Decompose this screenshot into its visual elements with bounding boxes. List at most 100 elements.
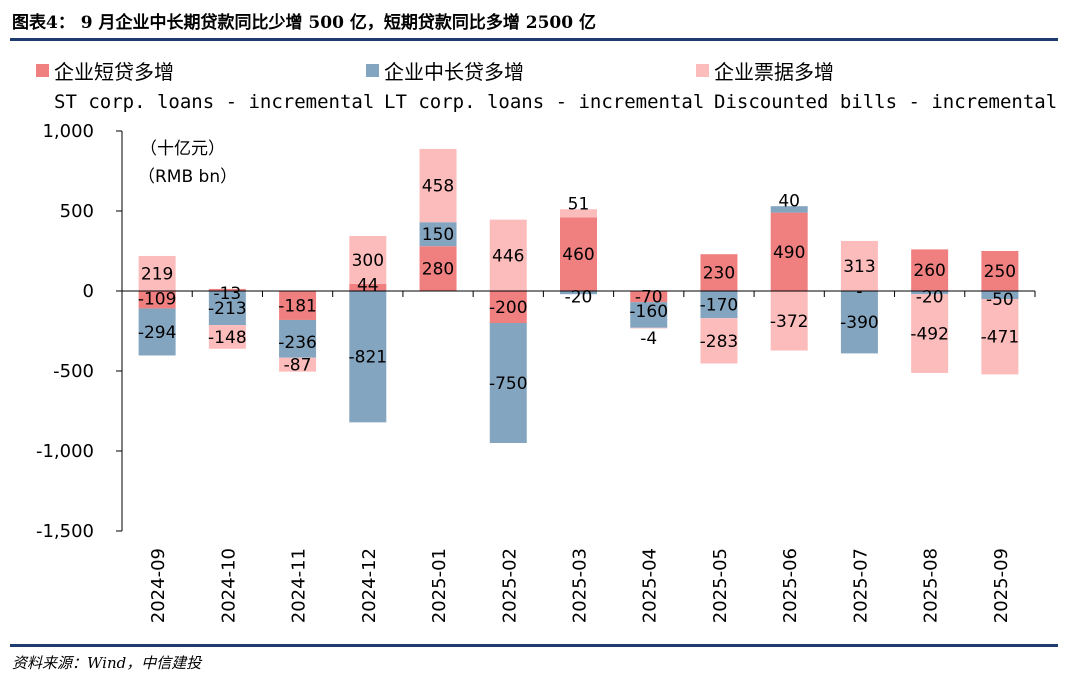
data-label-2025-02-series-0: -200 xyxy=(489,298,528,318)
data-label-2025-03-series-2: 51 xyxy=(568,194,590,214)
figure-title: 图表4： 9 月企业中长期贷款同比少增 500 亿，短期贷款同比多增 2500 … xyxy=(12,13,596,33)
bar-2025-03-series-2 xyxy=(560,209,597,218)
bar-2025-09-series-0 xyxy=(981,251,1019,291)
legend-label-cn-2: 企业票据多增 xyxy=(714,60,834,84)
bar-2025-06-series-0 xyxy=(770,212,808,291)
top-divider xyxy=(10,38,1058,41)
bar-2025-01-series-0 xyxy=(419,246,457,291)
bar-2025-04-series-0 xyxy=(630,291,668,303)
data-labels-layer: -109 -294 219 -13-213 -148 -181 -236 -87 44 -821 3… xyxy=(138,177,1019,394)
bar-2025-01-series-1 xyxy=(419,222,457,247)
axes-layer: 1,000 500 0 -500 -1,000 -1,500 2024-09 2024-10 2… xyxy=(36,121,1036,623)
x-tick-label: 2025-08 xyxy=(921,548,942,623)
legend-label-cn-1: 企业中长贷多增 xyxy=(384,60,524,84)
data-label-2025-08-series-2: -492 xyxy=(910,325,949,345)
y-tick-label: 1,000 xyxy=(42,121,94,142)
bar-2025-06-series-2 xyxy=(770,291,808,351)
data-label-2025-02-series-2: 446 xyxy=(492,246,524,266)
bar-2025-02-series-0 xyxy=(489,291,527,323)
bar-2025-05-series-2 xyxy=(700,318,738,364)
source-note: 资料来源：Wind，中信建投 xyxy=(12,654,202,672)
bar-2025-04-series-2 xyxy=(630,327,668,329)
legend-label-en-1: LT corp. loans - incremental xyxy=(384,91,704,113)
bar-2025-07-series-2 xyxy=(840,240,878,291)
data-label-2025-05-series-2: -283 xyxy=(700,332,739,352)
x-tick-label: 2024-12 xyxy=(359,548,380,623)
x-tick-label: 2025-01 xyxy=(429,548,450,623)
data-label-2025-06-series-1: 40 xyxy=(778,191,800,211)
data-label-2025-07-series-2: 313 xyxy=(843,257,875,277)
bar-2024-09-series-0 xyxy=(138,291,176,309)
x-tick-label: 2024-09 xyxy=(148,548,169,623)
stacked-bar-chart: 企业短贷多增 ST corp. loans - incremental 企业中长贷多… xyxy=(36,60,1057,623)
y-tick-label: -500 xyxy=(53,361,94,382)
bar-2024-09-series-1 xyxy=(138,308,176,356)
x-tick-label: 2025-06 xyxy=(780,548,801,623)
x-tick-label: 2025-07 xyxy=(850,548,871,623)
data-label-2024-11-series-0: -181 xyxy=(278,296,317,316)
data-label-2025-09-series-2: -471 xyxy=(981,328,1020,348)
bar-2024-11-series-0 xyxy=(279,291,317,320)
data-label-2025-06-series-0: 490 xyxy=(773,243,805,263)
bar-2025-03-series-0 xyxy=(560,217,597,291)
data-label-2024-10-series-2: -148 xyxy=(208,328,247,348)
y-tick-label: 500 xyxy=(60,201,94,222)
data-label-2025-03-series-1: -20 xyxy=(565,288,593,308)
data-label-2024-10-series-1: -213 xyxy=(208,299,247,319)
bar-2025-09-series-2 xyxy=(981,299,1019,375)
bar-2025-09-series-1 xyxy=(981,291,1019,299)
bar-2025-02-series-2 xyxy=(489,219,527,291)
y-tick-label: -1,000 xyxy=(36,441,94,462)
bar-2024-12-series-0 xyxy=(349,283,387,291)
data-label-2024-11-series-1: -236 xyxy=(278,333,317,353)
bar-2025-06-series-1 xyxy=(770,206,808,213)
data-label-2024-09-series-0: -109 xyxy=(138,290,177,310)
data-label-2025-04-series-2: -4 xyxy=(640,329,657,349)
data-label-2024-11-series-2: -87 xyxy=(284,356,312,376)
bar-2025-07-series-1 xyxy=(840,291,878,354)
x-tick-label: 2025-04 xyxy=(640,548,661,623)
y-tick-label: -1,500 xyxy=(36,521,94,542)
data-label-2025-09-series-0: 250 xyxy=(984,262,1016,282)
x-tick-label: 2025-09 xyxy=(991,548,1012,623)
bar-2025-08-series-1 xyxy=(911,291,949,295)
bars-layer xyxy=(138,148,1019,443)
bar-2025-05-series-0 xyxy=(700,254,738,291)
bar-2024-12-series-1 xyxy=(349,291,387,423)
bar-2025-05-series-1 xyxy=(700,291,738,319)
unit-label-en: （RMB bn） xyxy=(138,167,237,187)
unit-label-cn: （十亿元） xyxy=(140,139,225,159)
x-tick-label: 2025-03 xyxy=(570,548,591,623)
data-label-2025-05-series-1: -170 xyxy=(700,296,739,316)
data-label-2025-02-series-1: -750 xyxy=(489,374,528,394)
data-label-2025-07-series-1: -390 xyxy=(840,313,879,333)
bar-2024-12-series-2 xyxy=(349,235,387,284)
data-label-2025-09-series-1: -50 xyxy=(986,290,1014,310)
x-tick-label: 2025-02 xyxy=(499,548,520,623)
bar-2024-11-series-1 xyxy=(279,319,317,358)
data-label-2024-12-series-1: -821 xyxy=(349,348,388,368)
bar-2024-10-series-2 xyxy=(208,325,246,349)
data-label-2024-09-series-2: 219 xyxy=(141,264,173,284)
legend-swatch-1 xyxy=(366,64,379,77)
legend-label-en-2: Discounted bills - incremental xyxy=(714,91,1057,113)
legend-label-en-0: ST corp. loans - incremental xyxy=(54,91,374,113)
bar-2025-01-series-2 xyxy=(419,148,457,223)
data-label-2025-06-series-2: -372 xyxy=(770,312,809,332)
bar-2025-02-series-1 xyxy=(489,323,527,443)
bar-2025-08-series-0 xyxy=(911,249,949,291)
bar-2024-10-series-0 xyxy=(208,288,246,291)
data-label-2025-01-series-0: 280 xyxy=(422,260,454,280)
data-label-2024-12-series-0: 44 xyxy=(357,275,379,295)
legend-swatch-2 xyxy=(696,64,709,77)
y-tick-label: 0 xyxy=(83,281,94,302)
bar-2025-03-series-1 xyxy=(560,291,597,295)
data-label-2025-03-series-0: 460 xyxy=(562,245,594,265)
x-tick-label: 2024-11 xyxy=(289,548,310,623)
data-label-2024-10-series-0: -13 xyxy=(213,284,241,304)
data-label-extra: - xyxy=(856,282,862,302)
bar-2024-10-series-1 xyxy=(208,291,246,326)
bar-2024-11-series-2 xyxy=(279,357,317,372)
legend: 企业短贷多增 ST corp. loans - incremental 企业中长贷多… xyxy=(36,60,1057,113)
x-tick-label: 2025-05 xyxy=(710,548,731,623)
